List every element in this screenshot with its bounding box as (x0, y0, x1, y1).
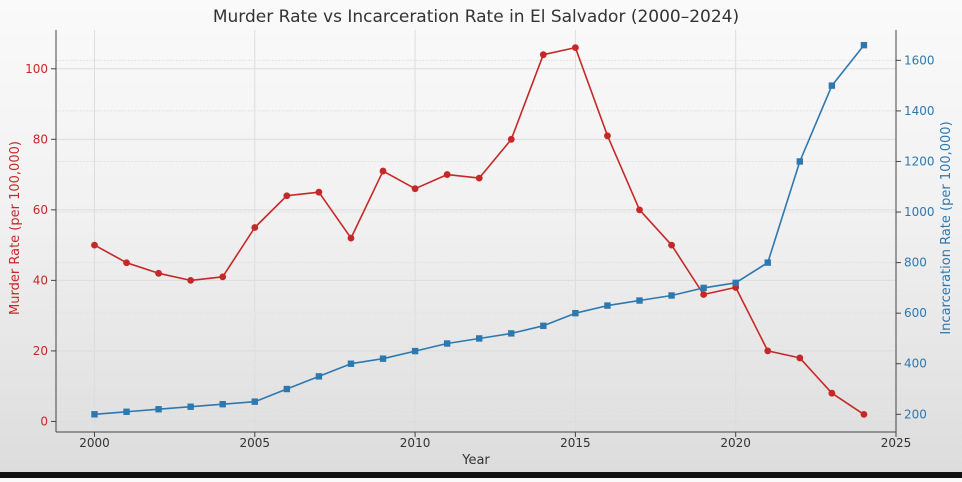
incarceration-rate-point (443, 340, 451, 347)
x-tick-label: 2015 (560, 436, 591, 450)
x-tick-label: 2025 (881, 436, 912, 450)
incarceration-rate-point (251, 398, 258, 405)
y-right-tick-label: 1400 (904, 104, 935, 118)
murder-rate-line (94, 46, 865, 416)
incarceration-rate-point (508, 330, 515, 337)
x-tick-label: 2020 (720, 436, 751, 450)
murder-rate-point (668, 241, 675, 249)
x-tick-label: 2000 (79, 436, 110, 450)
murder-rate-point (764, 347, 772, 355)
incarceration-rate-point (219, 400, 226, 408)
y-right-tick-label: 600 (904, 306, 927, 320)
grid (56, 30, 897, 432)
axes (51, 30, 901, 437)
murder-rate-point (507, 135, 515, 143)
incarceration-rate-point (764, 259, 771, 266)
murder-rate-point (155, 269, 162, 277)
murder-rate-point (700, 291, 708, 298)
incarceration-rate-point (476, 335, 483, 342)
murder-rate-point (219, 273, 227, 281)
x-tick-label: 2010 (400, 436, 431, 450)
murder-rate-point (828, 389, 836, 397)
incarceration-rate-point (700, 284, 707, 292)
incarceration-rate-point (283, 385, 291, 393)
chart-title: Murder Rate vs Incarceration Rate in El … (213, 7, 739, 27)
x-tick-label: 2005 (240, 436, 271, 450)
tick-labels: 2000 2005 2010 2015 2020 2025 0 20 40 60 80 100 200 4… (25, 53, 934, 450)
incarceration-rate-point (315, 373, 323, 380)
murder-rate-point (347, 234, 355, 242)
incarceration-rate-point (828, 82, 836, 89)
murder-rate-point (251, 224, 259, 231)
murder-rate-point (796, 354, 804, 362)
series-layer (91, 41, 868, 418)
murder-rate-point (187, 276, 195, 284)
incarceration-rate-point (540, 322, 547, 330)
murder-rate-point (539, 51, 547, 59)
murder-rate-point (123, 259, 130, 267)
murder-rate-point (411, 185, 419, 193)
murder-rate-point (475, 174, 483, 182)
murder-rate-point (443, 171, 451, 178)
x-axis-label: Year (461, 453, 490, 468)
incarceration-rate-point (123, 408, 130, 415)
y-right-axis-label: Incarceration Rate (per 100,000) (939, 121, 954, 334)
murder-rate-point (379, 167, 387, 175)
y-right-tick-label: 200 (904, 407, 927, 421)
incarceration-rate-line (94, 44, 865, 416)
y-left-tick-label: 60 (33, 203, 48, 217)
murder-rate-point (604, 132, 611, 140)
y-left-tick-label: 40 (33, 273, 48, 287)
y-left-axis-label: Murder Rate (per 100,000) (8, 141, 23, 315)
incarceration-rate-point (155, 406, 162, 413)
incarceration-rate-point (187, 403, 194, 410)
incarceration-rate-point (91, 411, 98, 418)
incarceration-rate-point (347, 360, 355, 367)
y-right-tick-label: 400 (904, 357, 927, 371)
bottom-border (0, 472, 962, 478)
incarceration-rate-point (604, 302, 611, 309)
y-left-tick-label: 100 (25, 62, 48, 76)
y-right-tick-label: 1000 (904, 205, 935, 219)
incarceration-rate-point (572, 309, 579, 317)
y-left-tick-label: 80 (33, 132, 48, 146)
incarceration-rate-point (636, 297, 643, 304)
incarceration-rate-point (860, 41, 868, 49)
murder-rate-point (315, 188, 323, 196)
murder-rate-point (860, 410, 868, 418)
incarceration-rate-point (796, 158, 804, 165)
y-right-tick-label: 1200 (904, 154, 935, 168)
y-right-tick-label: 800 (904, 256, 927, 270)
incarceration-rate-point (668, 292, 675, 299)
incarceration-rate-point (411, 347, 419, 355)
y-right-tick-label: 1600 (904, 53, 935, 67)
murder-rate-point (636, 206, 643, 214)
y-left-tick-label: 20 (33, 344, 48, 358)
incarceration-rate-point (732, 279, 739, 287)
y-left-tick-label: 0 (40, 414, 48, 428)
murder-rate-point (283, 192, 291, 200)
murder-rate-point (571, 44, 579, 52)
incarceration-rate-point (379, 355, 387, 362)
murder-rate-point (91, 241, 98, 249)
